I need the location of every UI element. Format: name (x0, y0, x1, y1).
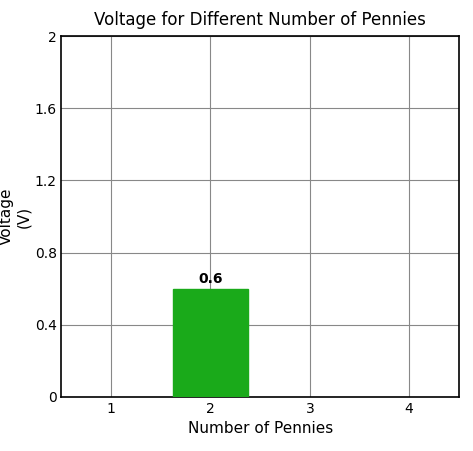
Title: Voltage for Different Number of Pennies: Voltage for Different Number of Pennies (94, 11, 426, 29)
X-axis label: Number of Pennies: Number of Pennies (187, 421, 333, 436)
Bar (173, 289, 248, 397)
Text: 0.6: 0.6 (198, 272, 223, 286)
Y-axis label: Voltage
(V): Voltage (V) (0, 188, 32, 245)
